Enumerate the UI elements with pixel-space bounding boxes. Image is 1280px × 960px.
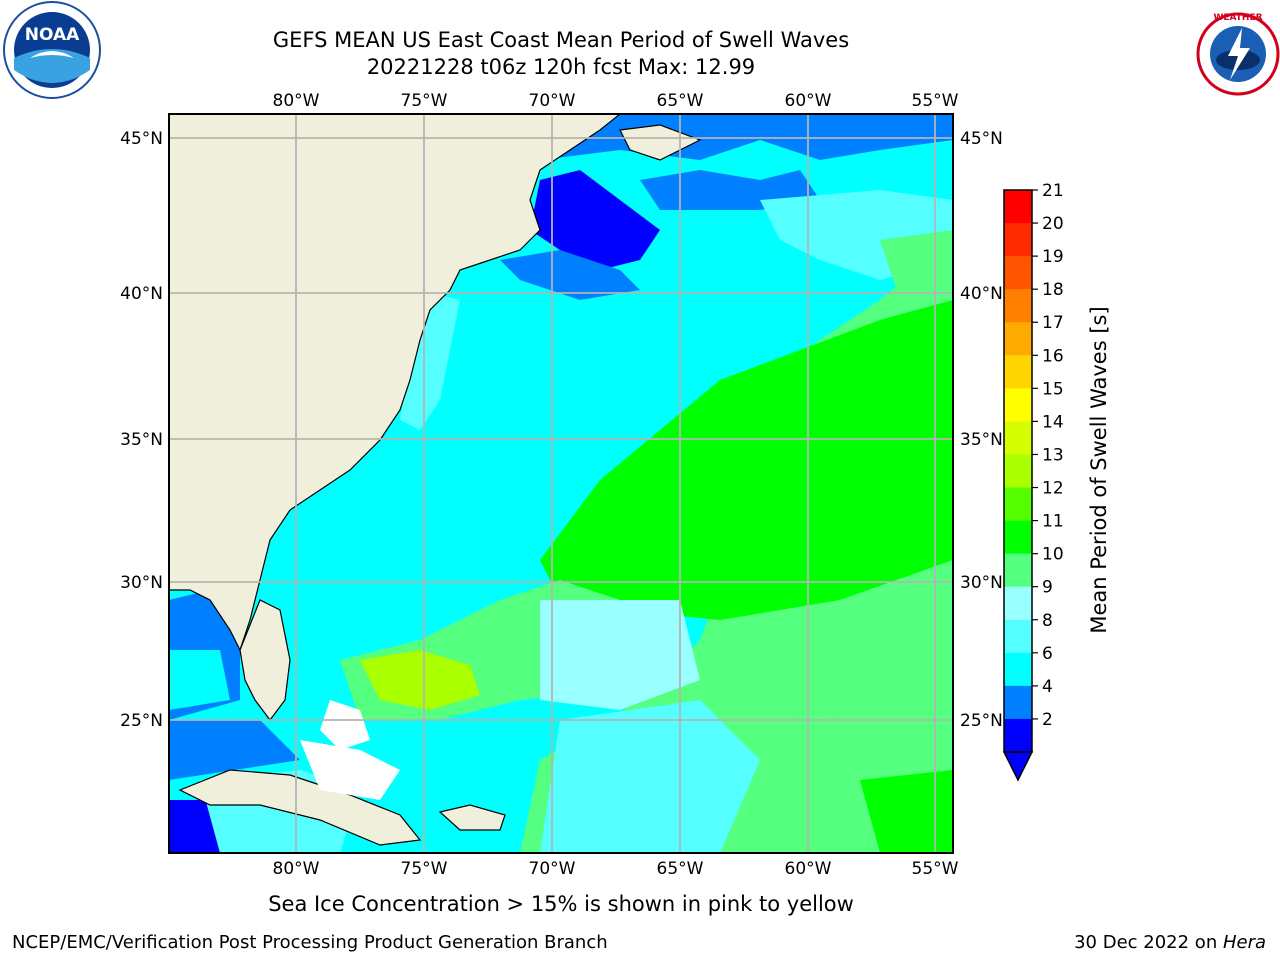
colorbar-tick-label: 15 — [1042, 379, 1064, 399]
colorbar-tick-label: 21 — [1042, 181, 1064, 201]
lat-label-right: 30°N — [960, 573, 1003, 593]
colorbar-ticks: 21 20 19 18 17 16 15 14 13 12 11 10 9 8 6 4 2 — [1032, 181, 1064, 730]
map-frame — [168, 113, 954, 854]
colorbar-segment — [1004, 256, 1032, 290]
colorbar-segment — [1004, 223, 1032, 257]
colorbar-segment — [1004, 388, 1032, 422]
colorbar-segment — [1004, 685, 1032, 720]
colorbar-tick-label: 10 — [1042, 545, 1064, 565]
colorbar-tick-label: 2 — [1042, 710, 1053, 730]
colorbar-tick-label: 20 — [1042, 214, 1064, 234]
date-text: 30 Dec 2022 on — [1074, 932, 1223, 953]
lon-label-bottom: 80°W — [273, 859, 320, 879]
colorbar-segment — [1004, 190, 1032, 224]
lat-label-left: 30°N — [120, 573, 163, 593]
colorbar-tick-label: 16 — [1042, 346, 1064, 366]
lon-label-bottom: 60°W — [785, 859, 832, 879]
colorbar-tick-label: 8 — [1042, 611, 1053, 631]
lat-label-left: 45°N — [120, 129, 163, 149]
colorbar-tick-label: 6 — [1042, 644, 1053, 664]
noaa-logo: NOAA — [3, 1, 101, 99]
svg-text:WEATHER: WEATHER — [1213, 13, 1262, 23]
lat-label-right: 25°N — [960, 711, 1003, 731]
lon-label-bottom: 75°W — [401, 859, 448, 879]
colorbar-tick-label: 9 — [1042, 578, 1053, 598]
colorbar-tick-label: 11 — [1042, 512, 1064, 532]
lon-label-bottom: 65°W — [657, 859, 704, 879]
colorbar-tick-label: 13 — [1042, 445, 1064, 465]
map-field — [169, 114, 953, 853]
colorbar-tick-label: 4 — [1042, 677, 1053, 697]
lat-label-left: 35°N — [120, 430, 163, 450]
colorbar-tick-label: 12 — [1042, 479, 1064, 499]
lon-label-top: 65°W — [657, 91, 704, 111]
colorbar-segment — [1004, 520, 1032, 555]
lat-label-left: 40°N — [120, 284, 163, 304]
colorbar-segment — [1004, 421, 1032, 455]
machine-name: Hera — [1222, 932, 1266, 953]
lon-label-bottom: 55°W — [912, 859, 959, 879]
lon-label-top: 55°W — [912, 91, 959, 111]
colorbar-tick-label: 17 — [1042, 313, 1064, 333]
lat-label-right: 40°N — [960, 284, 1003, 304]
colorbar — [1002, 189, 1034, 782]
colorbar-frame — [1003, 189, 1033, 753]
colorbar-segment — [1004, 619, 1032, 654]
colorbar-extension — [1002, 751, 1034, 782]
colorbar-segment — [1004, 487, 1032, 522]
map-title: GEFS MEAN US East Coast Mean Period of S… — [272, 28, 850, 52]
credit-line: NCEP/EMC/Verification Post Processing Pr… — [12, 932, 608, 953]
colorbar-segment — [1004, 454, 1032, 489]
svg-text:NOAA: NOAA — [25, 25, 80, 45]
colorbar-segment — [1004, 718, 1032, 753]
colorbar-segment — [1004, 553, 1032, 588]
graticule — [169, 114, 953, 853]
lat-label-right: 45°N — [960, 129, 1003, 149]
colorbar-tick-label: 19 — [1042, 247, 1064, 267]
lat-label-left: 25°N — [120, 711, 163, 731]
lat-label-right: 35°N — [960, 430, 1003, 450]
colorbar-segment — [1004, 355, 1032, 389]
lon-label-top: 75°W — [401, 91, 448, 111]
date-stamp: 30 Dec 2022 on Hera — [1074, 932, 1266, 953]
colorbar-segment — [1004, 289, 1032, 323]
map-subtitle: 20221228 t06z 120h fcst Max: 12.99 — [366, 55, 756, 79]
lon-label-top: 60°W — [785, 91, 832, 111]
colorbar-segment — [1004, 652, 1032, 687]
colorbar-segment — [1004, 586, 1032, 621]
lon-label-bottom: 70°W — [529, 859, 576, 879]
colorbar-tick-label: 14 — [1042, 412, 1064, 432]
colorbar-tick-label: 18 — [1042, 280, 1064, 300]
lon-label-top: 70°W — [529, 91, 576, 111]
sea-ice-note: Sea Ice Concentration > 15% is shown in … — [268, 892, 854, 916]
lon-label-top: 80°W — [273, 91, 320, 111]
nws-logo: WEATHER — [1196, 12, 1280, 96]
colorbar-label: Mean Period of Swell Waves [s] — [1087, 306, 1111, 633]
colorbar-segment — [1004, 322, 1032, 356]
